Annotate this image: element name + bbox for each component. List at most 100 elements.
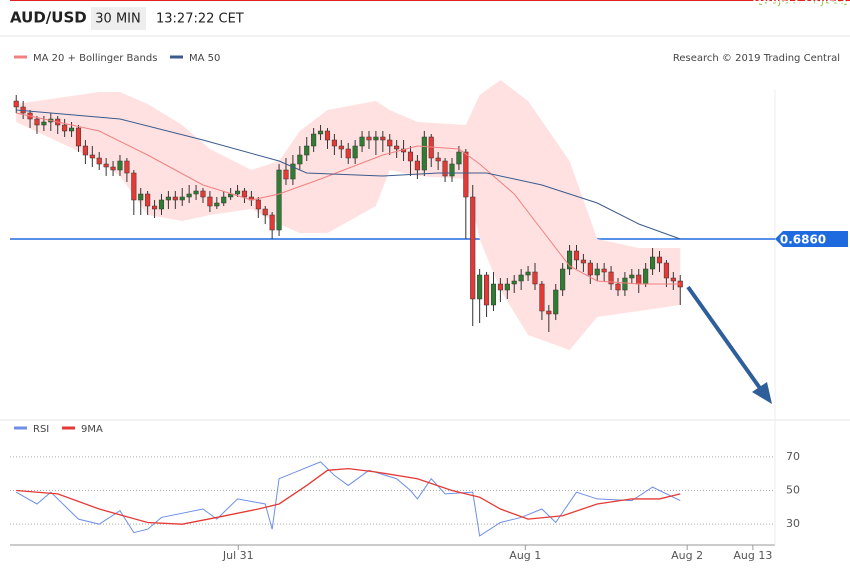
level-label: [object Object] [753, 0, 850, 7]
candle-body [131, 172, 137, 201]
candle-body [324, 130, 331, 141]
candle-body [110, 166, 116, 171]
candle-body [650, 256, 656, 270]
candle-body [622, 277, 628, 291]
candle-body [373, 136, 379, 141]
candle-body [456, 151, 462, 165]
candle-body [103, 163, 109, 168]
candle-body [449, 163, 455, 177]
candle-body [643, 268, 649, 285]
candle-body [214, 202, 220, 207]
candle-body [62, 124, 68, 132]
candle-body [75, 127, 82, 147]
candle-body [96, 157, 102, 165]
candle-body [124, 160, 130, 174]
candle-body [567, 250, 573, 270]
candle-body [511, 280, 517, 285]
candle-body [89, 154, 95, 159]
interval: 30 MIN [95, 12, 140, 27]
candle-body [186, 193, 192, 198]
candle-body [193, 190, 199, 195]
candle-body [532, 271, 538, 285]
candle-body [670, 277, 676, 282]
candle-body [221, 196, 227, 204]
candle-body [290, 163, 296, 180]
candle-body [553, 289, 559, 315]
candle-body [345, 148, 351, 159]
candle-body [594, 268, 600, 276]
candle-body [546, 310, 552, 315]
candle-body [629, 274, 635, 279]
candle-body [41, 121, 47, 126]
candle-body [331, 139, 337, 147]
candle-body [311, 133, 317, 147]
time: 13:27:22 CET [156, 12, 244, 27]
candle-body [262, 208, 268, 216]
legend-label: MA 20 + Bollinger Bands [33, 53, 157, 64]
candle-body [165, 196, 171, 201]
legend-label: RSI [33, 424, 49, 435]
candle-body [636, 274, 642, 285]
candle-body [380, 136, 386, 141]
candle-body [145, 193, 151, 207]
candle-body [338, 145, 344, 150]
level-label: [object Object] [753, 0, 850, 7]
candle-body [470, 196, 476, 300]
candle-body [241, 190, 248, 198]
candle-body [615, 283, 621, 291]
candle-body [69, 127, 75, 132]
candle-body [601, 268, 607, 273]
candle-body [580, 259, 586, 264]
candle-body [435, 157, 441, 162]
candle-body [235, 190, 241, 195]
indicator-line [16, 467, 681, 525]
x-tick-label: Aug 13 [733, 549, 772, 562]
indicator-line [15, 461, 681, 537]
level-tag [775, 231, 848, 247]
y-tick-label: 70 [786, 450, 800, 463]
candle-body [297, 154, 303, 165]
candle-body [560, 268, 566, 291]
candle-body [484, 274, 490, 306]
candle-body [477, 274, 483, 300]
candle-body [366, 136, 372, 141]
candle-body [442, 160, 448, 177]
candle-body [608, 271, 614, 285]
candle-body [158, 199, 165, 210]
candle-body [394, 145, 400, 150]
arrow-shaft [686, 285, 764, 393]
candle-body [463, 151, 469, 198]
candle-body [359, 136, 365, 147]
symbol: AUD/USD [10, 9, 87, 27]
candle-body [34, 118, 40, 126]
candle-body [179, 196, 185, 201]
y-tick-label: 30 [786, 517, 800, 530]
ma-line [16, 112, 681, 285]
candle-body [656, 256, 663, 264]
candle-body [152, 205, 158, 210]
candle-body [82, 145, 88, 156]
candle-body [352, 145, 358, 159]
candle-body [414, 160, 420, 171]
x-tick-label: Aug 1 [509, 549, 541, 562]
candle-body [172, 196, 178, 201]
candle-body [200, 190, 206, 198]
candle-body [269, 214, 275, 231]
interval-box [91, 7, 146, 30]
level-label: [object Object] [758, 0, 847, 7]
candle-body [573, 250, 580, 261]
candle-body [304, 145, 310, 156]
candle-body [525, 271, 531, 276]
credit: Research © 2019 Trading Central [673, 53, 840, 64]
level-label: 0.6860 [780, 233, 826, 247]
x-tick-label: Aug 2 [671, 549, 703, 562]
arrow-head [752, 382, 772, 404]
candle-body [276, 169, 282, 231]
candle-body [138, 193, 144, 201]
legend-label: 9MA [81, 424, 103, 435]
legend-label: MA 50 [189, 53, 220, 64]
y-tick-label: 50 [786, 484, 800, 497]
candle-body [490, 283, 497, 306]
